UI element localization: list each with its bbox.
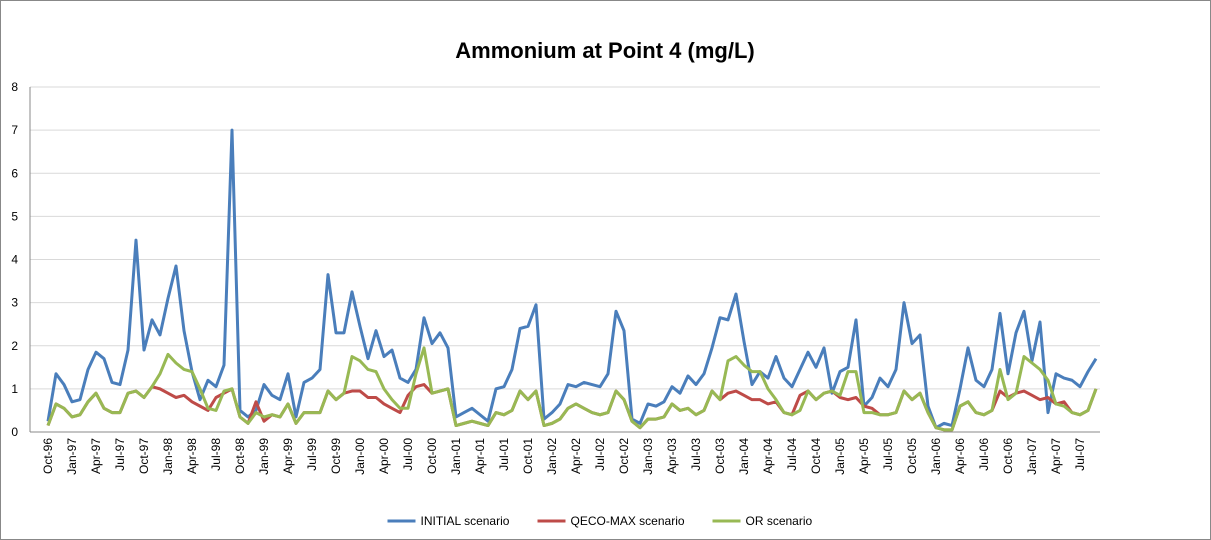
x-tick-label: Jan-06 <box>929 438 943 475</box>
x-tick-label: Jan-05 <box>833 438 847 475</box>
legend-label: INITIAL scenario <box>421 514 510 528</box>
y-tick-label: 3 <box>11 296 18 310</box>
x-tick-label: Oct-04 <box>809 438 823 474</box>
x-tick-label: Apr-98 <box>185 438 199 474</box>
x-tick-label: Jul-97 <box>113 438 127 471</box>
chart-title: Ammonium at Point 4 (mg/L) <box>455 38 754 63</box>
x-tick-label: Apr-03 <box>665 438 679 474</box>
y-tick-label: 2 <box>11 339 18 353</box>
y-tick-label: 7 <box>11 123 18 137</box>
x-tick-label: Oct-97 <box>137 438 151 474</box>
legend-label: QECO-MAX scenario <box>571 514 685 528</box>
x-tick-label: Oct-00 <box>425 438 439 474</box>
x-tick-label: Apr-99 <box>281 438 295 474</box>
x-tick-label: Jan-04 <box>737 438 751 475</box>
x-tick-label: Jul-07 <box>1073 438 1087 471</box>
x-tick-label: Jan-97 <box>65 438 79 475</box>
series-line <box>46 346 1098 432</box>
x-tick-label: Oct-05 <box>905 438 919 474</box>
x-tick-label: Apr-02 <box>569 438 583 474</box>
x-tick-label: Oct-96 <box>41 438 55 474</box>
x-tick-label: Apr-01 <box>473 438 487 474</box>
x-tick-label: Jan-03 <box>641 438 655 475</box>
x-tick-label: Jul-02 <box>593 438 607 471</box>
legend-label: OR scenario <box>746 514 813 528</box>
x-tick-label: Oct-02 <box>617 438 631 474</box>
x-tick-label: Apr-04 <box>761 438 775 474</box>
x-tick-label: Jan-07 <box>1025 438 1039 475</box>
x-tick-label: Apr-07 <box>1049 438 1063 474</box>
y-tick-label: 6 <box>11 166 18 180</box>
x-tick-label: Jan-99 <box>257 438 271 475</box>
x-tick-label: Oct-03 <box>713 438 727 474</box>
x-tick-label: Apr-97 <box>89 438 103 474</box>
x-tick-label: Jul-03 <box>689 438 703 471</box>
y-tick-label: 1 <box>11 382 18 396</box>
x-tick-label: Oct-01 <box>521 438 535 474</box>
x-tick-label: Jul-06 <box>977 438 991 471</box>
x-tick-label: Oct-06 <box>1001 438 1015 474</box>
x-tick-label: Jul-05 <box>881 438 895 471</box>
x-tick-label: Jan-02 <box>545 438 559 475</box>
x-tick-label: Jul-01 <box>497 438 511 471</box>
x-tick-label: Apr-00 <box>377 438 391 474</box>
x-tick-label: Jan-01 <box>449 438 463 475</box>
x-tick-label: Oct-98 <box>233 438 247 474</box>
x-tick-label: Jul-00 <box>401 438 415 471</box>
x-tick-label: Oct-99 <box>329 438 343 474</box>
y-tick-label: 0 <box>11 425 18 439</box>
x-tick-label: Jan-00 <box>353 438 367 475</box>
x-tick-label: Apr-06 <box>953 438 967 474</box>
x-tick-label: Jan-98 <box>161 438 175 475</box>
series-line <box>46 128 1098 430</box>
y-tick-label: 5 <box>11 209 18 223</box>
y-tick-label: 4 <box>11 253 18 267</box>
x-tick-label: Apr-05 <box>857 438 871 474</box>
y-tick-label: 8 <box>11 80 18 94</box>
x-tick-label: Jul-98 <box>209 438 223 471</box>
x-tick-label: Jul-04 <box>785 438 799 471</box>
x-tick-label: Jul-99 <box>305 438 319 471</box>
